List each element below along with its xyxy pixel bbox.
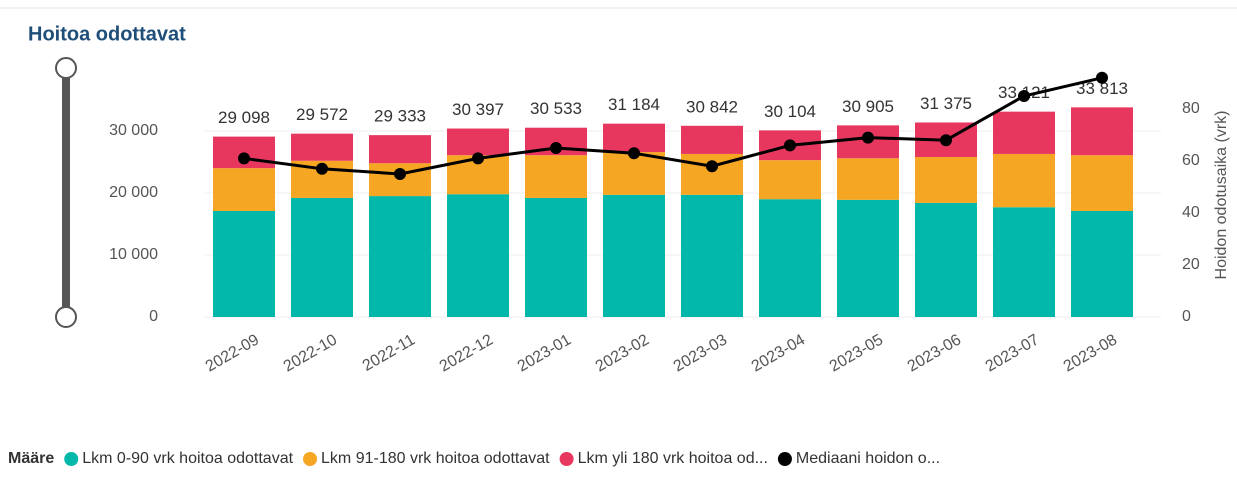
total-label: 29 098 — [218, 108, 270, 127]
y-tick-label: 0 — [149, 308, 158, 325]
y-tick-label: 10 000 — [109, 246, 158, 263]
bar-segment — [369, 196, 431, 317]
line-point — [1096, 71, 1108, 84]
x-tick-label: 2023-08 — [1061, 331, 1120, 375]
range-slider[interactable] — [55, 57, 77, 328]
bar-segment — [291, 197, 353, 317]
x-tick-label: 2023-03 — [671, 331, 730, 375]
total-label: 30 104 — [764, 102, 816, 121]
x-tick-label: 2023-05 — [827, 331, 886, 375]
line-point — [394, 168, 406, 180]
y-tick-label: 30 000 — [109, 122, 158, 139]
total-label: 33 813 — [1076, 79, 1128, 98]
line-point — [706, 160, 718, 173]
legend-title: Määre — [8, 450, 54, 467]
bar-segment — [1071, 155, 1133, 211]
line-point — [784, 139, 796, 152]
bar-segment — [1071, 210, 1133, 317]
total-label: 29 333 — [374, 107, 426, 126]
line — [243, 76, 1103, 176]
line-point — [940, 134, 952, 147]
legend-swatch — [559, 452, 574, 466]
x-tick-label: 2023-02 — [593, 331, 652, 375]
legend-swatch — [303, 452, 318, 466]
bar-segment — [213, 210, 275, 317]
bar-segment — [447, 194, 509, 317]
legend-label: Lkm 0-90 vrk hoitoa odottavat — [82, 450, 293, 467]
line-point — [862, 131, 874, 144]
bar-segment — [759, 199, 821, 317]
x-tick-label: 2022-10 — [281, 331, 340, 375]
total-label: 31 184 — [608, 95, 660, 114]
x-tick-label: 2023-01 — [515, 331, 574, 375]
bar-segment — [369, 135, 431, 164]
bar-segment — [1071, 107, 1133, 156]
x-tick-label: 2023-07 — [983, 331, 1042, 375]
x-tick-label: 2023-06 — [905, 331, 964, 375]
bar-segment — [915, 202, 977, 317]
x-tick-label: 2022-12 — [437, 331, 496, 375]
total-label: 29 572 — [296, 105, 348, 124]
bar-segment — [603, 152, 665, 195]
bar-segment — [759, 160, 821, 200]
legend-label: Mediaani hoidon o... — [796, 450, 940, 467]
y-tick-label: 20 000 — [109, 184, 158, 201]
line-point — [316, 162, 328, 175]
slider-handle[interactable] — [55, 306, 77, 328]
legend-swatch — [777, 452, 792, 466]
slider-handle[interactable] — [55, 57, 77, 79]
line-point — [628, 147, 640, 160]
legend-swatch — [64, 452, 79, 466]
line-point — [550, 142, 562, 154]
total-label: 30 905 — [842, 97, 894, 116]
line-point — [238, 152, 250, 165]
bar-segment — [681, 194, 743, 317]
bar-segment — [993, 111, 1055, 154]
bar-segment — [837, 158, 899, 200]
y2-tick-label: 60 — [1182, 152, 1200, 169]
x-tick-label: 2023-04 — [749, 331, 808, 375]
bar-segment — [525, 197, 587, 317]
bar-segment — [915, 157, 977, 203]
bar-segment — [447, 128, 509, 156]
y2-tick-label: 0 — [1182, 308, 1191, 325]
y2-tick-label: 80 — [1182, 100, 1200, 117]
bar-segment — [603, 194, 665, 317]
y2-tick-label: 40 — [1182, 204, 1200, 221]
bar-segment — [993, 207, 1055, 317]
bar-segment — [837, 199, 899, 317]
bar-segment — [993, 153, 1055, 208]
x-tick-label: 2022-11 — [360, 331, 418, 375]
bar-segment — [213, 168, 275, 211]
legend-label: Lkm 91-180 vrk hoitoa odottavat — [321, 450, 550, 467]
legend-label: Lkm yli 180 vrk hoitoa od... — [578, 450, 768, 467]
chart-title: Hoitoa odottavat — [28, 23, 186, 45]
total-label: 31 375 — [920, 94, 972, 113]
y2-tick-label: 20 — [1182, 256, 1200, 273]
bar-segment — [681, 125, 743, 154]
line-point — [472, 152, 484, 165]
bar-segment — [525, 155, 587, 198]
total-label: 30 397 — [452, 100, 504, 119]
total-label: 30 842 — [686, 97, 738, 116]
y2-axis-title: Hoidon odotusaika (vrk) — [1213, 111, 1230, 280]
total-label: 30 533 — [530, 99, 582, 118]
x-tick-label: 2022-09 — [203, 331, 262, 375]
bar-segment — [291, 133, 353, 161]
line-point — [1018, 90, 1030, 102]
